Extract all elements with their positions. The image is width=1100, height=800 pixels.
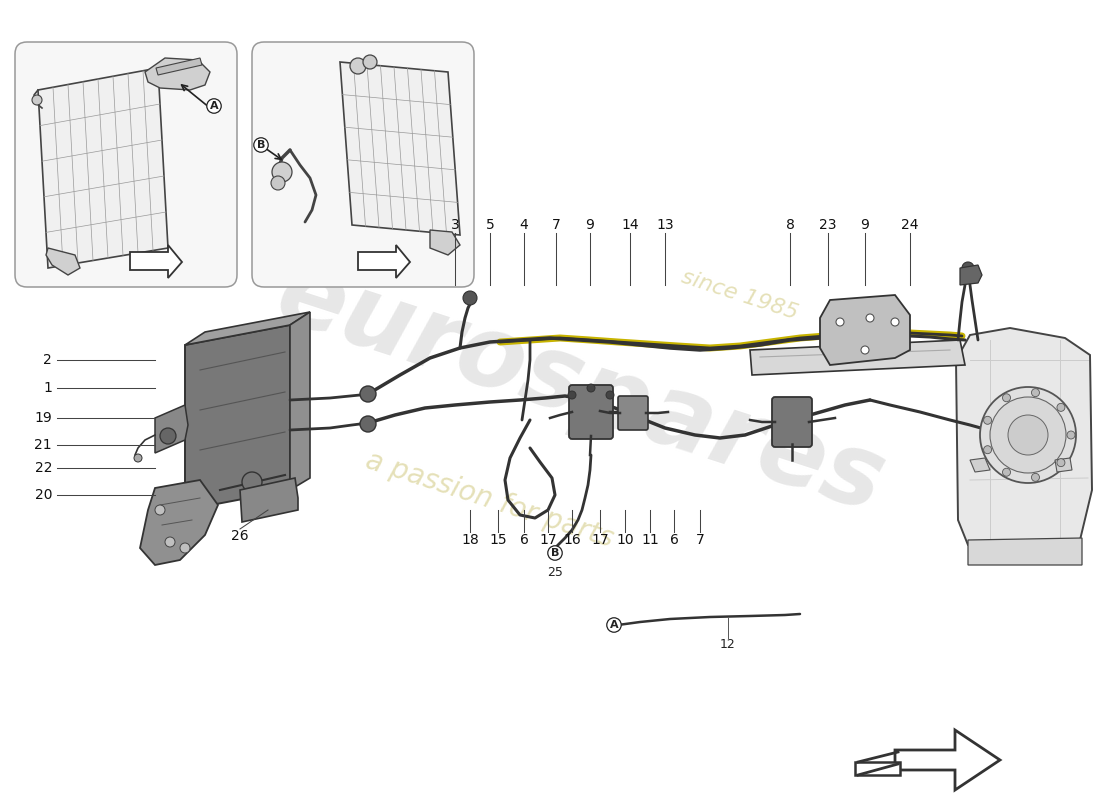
Text: 6: 6 [670, 533, 679, 547]
Circle shape [271, 176, 285, 190]
Text: B: B [256, 140, 265, 150]
Polygon shape [960, 265, 982, 285]
Text: 19: 19 [34, 411, 52, 425]
Text: 13: 13 [657, 218, 674, 232]
Text: 16: 16 [563, 533, 581, 547]
Polygon shape [1055, 458, 1072, 472]
Circle shape [1002, 468, 1011, 476]
Circle shape [962, 262, 974, 274]
Text: 7: 7 [551, 218, 560, 232]
Text: A: A [210, 101, 218, 111]
Circle shape [1067, 431, 1075, 439]
Text: 17: 17 [539, 533, 557, 547]
FancyBboxPatch shape [252, 42, 474, 287]
Circle shape [1057, 403, 1065, 411]
Text: 5: 5 [485, 218, 494, 232]
Text: 20: 20 [34, 488, 52, 502]
Circle shape [606, 391, 614, 399]
Circle shape [463, 291, 477, 305]
Circle shape [32, 95, 42, 105]
Text: 9: 9 [585, 218, 594, 232]
Circle shape [165, 537, 175, 547]
Circle shape [568, 391, 576, 399]
Polygon shape [39, 68, 168, 268]
Circle shape [587, 384, 595, 392]
Text: eurospares: eurospares [264, 246, 895, 534]
Polygon shape [340, 62, 460, 235]
Text: 12: 12 [720, 638, 736, 651]
Text: a passion for parts: a passion for parts [363, 446, 617, 554]
Circle shape [363, 55, 377, 69]
Circle shape [180, 543, 190, 553]
Circle shape [1002, 394, 1011, 402]
Polygon shape [140, 480, 218, 565]
Circle shape [1032, 474, 1040, 482]
Circle shape [836, 318, 844, 326]
Polygon shape [358, 245, 410, 278]
Text: 11: 11 [641, 533, 659, 547]
Polygon shape [820, 295, 910, 365]
Polygon shape [185, 325, 290, 510]
Circle shape [350, 58, 366, 74]
FancyBboxPatch shape [618, 396, 648, 430]
Circle shape [1032, 389, 1040, 397]
Text: 24: 24 [901, 218, 918, 232]
Polygon shape [185, 312, 310, 345]
Circle shape [983, 446, 991, 454]
Text: 14: 14 [621, 218, 639, 232]
FancyBboxPatch shape [569, 385, 613, 439]
FancyBboxPatch shape [772, 397, 812, 447]
Circle shape [360, 416, 376, 432]
Polygon shape [968, 538, 1082, 565]
Circle shape [242, 472, 262, 492]
Polygon shape [130, 245, 182, 278]
Text: 18: 18 [461, 533, 478, 547]
Text: 3: 3 [451, 218, 460, 232]
Text: A: A [609, 620, 618, 630]
Text: 26: 26 [231, 529, 249, 543]
Polygon shape [895, 730, 1000, 790]
Polygon shape [290, 312, 310, 490]
Text: since 1985: since 1985 [679, 266, 801, 323]
Text: 2: 2 [43, 353, 52, 367]
Text: 4: 4 [519, 218, 528, 232]
Text: 23: 23 [820, 218, 837, 232]
Circle shape [155, 505, 165, 515]
Polygon shape [240, 478, 298, 522]
Text: 22: 22 [34, 461, 52, 475]
Text: 25: 25 [547, 566, 563, 578]
Text: 17: 17 [591, 533, 608, 547]
Polygon shape [855, 762, 900, 775]
Circle shape [983, 416, 991, 424]
Polygon shape [430, 230, 460, 255]
Polygon shape [750, 340, 965, 375]
Text: B: B [551, 548, 559, 558]
Text: 6: 6 [519, 533, 528, 547]
Text: 1: 1 [43, 381, 52, 395]
Circle shape [1057, 458, 1065, 466]
Circle shape [272, 162, 292, 182]
Circle shape [891, 318, 899, 326]
Text: 10: 10 [616, 533, 634, 547]
Polygon shape [156, 58, 202, 75]
Polygon shape [970, 458, 990, 472]
Text: 15: 15 [490, 533, 507, 547]
Text: 21: 21 [34, 438, 52, 452]
Circle shape [866, 314, 874, 322]
Polygon shape [155, 405, 188, 453]
Text: 9: 9 [860, 218, 869, 232]
Circle shape [980, 387, 1076, 483]
FancyBboxPatch shape [15, 42, 236, 287]
Circle shape [360, 386, 376, 402]
Polygon shape [145, 58, 210, 90]
Polygon shape [956, 328, 1092, 562]
Text: 7: 7 [695, 533, 704, 547]
Polygon shape [46, 248, 80, 275]
Text: 8: 8 [785, 218, 794, 232]
Circle shape [1008, 415, 1048, 455]
Circle shape [160, 428, 176, 444]
Circle shape [134, 454, 142, 462]
Circle shape [861, 346, 869, 354]
Circle shape [990, 397, 1066, 473]
